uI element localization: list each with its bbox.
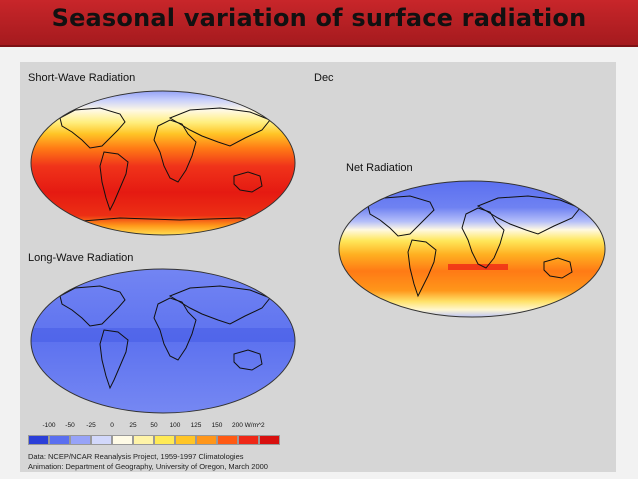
legend-tick: 150 bbox=[211, 422, 223, 429]
legend-swatch bbox=[28, 435, 49, 445]
legend-swatch bbox=[217, 435, 238, 445]
legend-tick: -25 bbox=[86, 422, 96, 429]
legend-swatch bbox=[49, 435, 70, 445]
legend-swatch bbox=[70, 435, 91, 445]
legend-swatch bbox=[133, 435, 154, 445]
color-legend bbox=[28, 435, 280, 445]
legend-tick: -50 bbox=[65, 422, 75, 429]
animation-credit: Animation: Department of Geography, Univ… bbox=[28, 462, 268, 471]
radiation-figure: Short-Wave Radiation Dec Net Radiation L… bbox=[20, 62, 616, 472]
slide-title: Seasonal variation of surface radiation bbox=[51, 4, 587, 32]
legend-tick: 50 bbox=[150, 422, 158, 429]
short-wave-map bbox=[30, 90, 296, 236]
legend-swatch bbox=[259, 435, 280, 445]
legend-swatch bbox=[154, 435, 175, 445]
net-radiation-label: Net Radiation bbox=[346, 162, 413, 174]
net-radiation-map bbox=[338, 180, 606, 318]
legend-swatch bbox=[175, 435, 196, 445]
legend-tick: 125 bbox=[190, 422, 202, 429]
legend-tick: 25 bbox=[129, 422, 137, 429]
data-credit: Data: NCEP/NCAR Reanalysis Project, 1959… bbox=[28, 452, 244, 461]
short-wave-label: Short-Wave Radiation bbox=[28, 72, 136, 84]
long-wave-map bbox=[30, 268, 296, 414]
legend-swatch bbox=[238, 435, 259, 445]
title-banner bbox=[0, 0, 638, 47]
month-label: Dec bbox=[314, 72, 334, 84]
legend-tick: -100 bbox=[42, 422, 56, 429]
legend-tick: 200 W/m^2 bbox=[232, 422, 265, 429]
legend-swatch bbox=[112, 435, 133, 445]
legend-tick: 0 bbox=[110, 422, 114, 429]
legend-swatch bbox=[91, 435, 112, 445]
legend-tick: 100 bbox=[169, 422, 181, 429]
legend-swatch bbox=[196, 435, 217, 445]
long-wave-label: Long-Wave Radiation bbox=[28, 252, 134, 264]
legend-tick-labels: -100 -50 -25 0 25 50 100 125 150 200 W/m^2 bbox=[28, 422, 320, 436]
